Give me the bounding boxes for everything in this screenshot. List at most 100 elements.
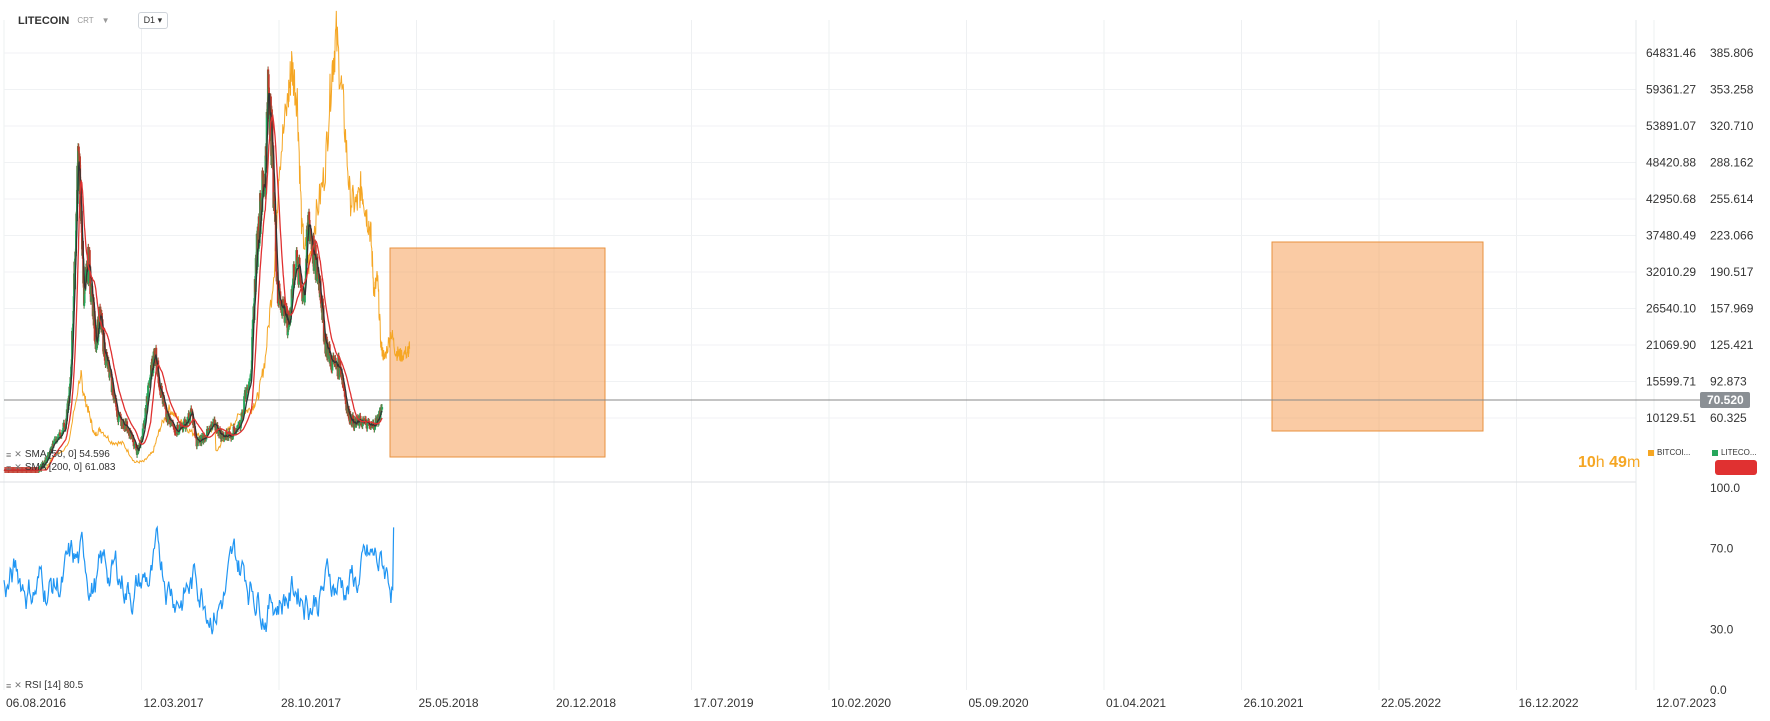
litecoin-candle bbox=[135, 445, 138, 451]
litecoin-candle bbox=[162, 394, 165, 403]
litecoin-candle bbox=[343, 390, 346, 397]
timeframe-select[interactable]: D1 ▾ bbox=[137, 12, 169, 29]
close-icon[interactable]: ✕ bbox=[14, 680, 22, 690]
chart-toolbar: LITECOIN CRT ▼ D1 ▾ bbox=[18, 12, 169, 29]
litecoin-candle bbox=[369, 426, 372, 428]
litecoin-candle bbox=[168, 416, 171, 425]
litecoin-candle bbox=[49, 450, 52, 452]
sma50-line bbox=[4, 93, 383, 471]
x-tick-label: 22.05.2022 bbox=[1381, 696, 1441, 710]
settings-icon[interactable]: ≡ bbox=[6, 449, 12, 460]
litecoin-candle bbox=[251, 320, 254, 329]
y-tick-bitcoin: 32010.29 bbox=[1646, 265, 1696, 279]
litecoin-candle bbox=[223, 437, 226, 440]
litecoin-candle bbox=[53, 439, 56, 442]
litecoin-candle bbox=[180, 425, 183, 427]
litecoin-candle bbox=[247, 388, 250, 391]
litecoin-candle bbox=[177, 432, 180, 434]
litecoin-candle bbox=[275, 251, 278, 272]
chevron-down-icon[interactable]: ▼ bbox=[101, 16, 110, 25]
litecoin-candle bbox=[299, 281, 302, 288]
litecoin-candle bbox=[243, 396, 246, 413]
litecoin-candle bbox=[303, 288, 306, 303]
legend-swatch bbox=[1712, 449, 1718, 456]
litecoin-candle bbox=[184, 419, 187, 423]
rsi-indicator[interactable]: ≡ ✕ RSI [14] 80.5 bbox=[6, 680, 83, 691]
litecoin-candle bbox=[197, 440, 200, 444]
litecoin-candle bbox=[254, 258, 257, 292]
y-tick-litecoin: 288.162 bbox=[1710, 156, 1754, 170]
litecoin-candle bbox=[143, 418, 146, 426]
litecoin-candle bbox=[248, 378, 251, 382]
litecoin-candle bbox=[275, 271, 278, 282]
x-tick-label: 05.09.2020 bbox=[969, 696, 1029, 710]
litecoin-candle bbox=[301, 288, 304, 302]
litecoin-candle bbox=[38, 468, 41, 470]
sma200-indicator[interactable]: ≡ ✕ SMA [200, 0] 61.083 bbox=[6, 462, 115, 473]
litecoin-candle bbox=[115, 406, 118, 411]
current-price-badge bbox=[1700, 392, 1750, 408]
litecoin-candle bbox=[211, 421, 214, 427]
litecoin-candle bbox=[170, 420, 173, 424]
litecoin-candle bbox=[108, 368, 111, 378]
highlight-box-1 bbox=[389, 247, 606, 458]
litecoin-candle bbox=[193, 426, 196, 435]
settings-icon[interactable]: ≡ bbox=[6, 462, 12, 473]
litecoin-candle bbox=[93, 311, 96, 341]
x-tick-label: 28.10.2017 bbox=[281, 696, 341, 710]
y-tick-bitcoin: 26540.10 bbox=[1646, 302, 1696, 316]
chevron-down-icon: ▾ bbox=[157, 15, 163, 25]
legend-swatch bbox=[1648, 449, 1654, 456]
litecoin-candle bbox=[122, 421, 125, 428]
y-tick-litecoin: 320.710 bbox=[1710, 119, 1754, 133]
litecoin-candle bbox=[338, 360, 341, 377]
litecoin-candle bbox=[196, 440, 199, 447]
litecoin-candle bbox=[152, 351, 155, 369]
litecoin-candle bbox=[342, 378, 345, 389]
litecoin-candle bbox=[290, 289, 293, 312]
rsi-line bbox=[3, 525, 395, 635]
rsi-panel bbox=[3, 525, 395, 635]
litecoin-candle bbox=[309, 228, 312, 239]
litecoin-candle bbox=[304, 278, 307, 288]
x-tick-label: 01.04.2021 bbox=[1106, 696, 1166, 710]
status-badge[interactable] bbox=[1715, 460, 1757, 475]
x-tick-label: 06.08.2016 bbox=[6, 696, 66, 710]
litecoin-candle bbox=[88, 250, 91, 267]
legend-litecoin[interactable]: LITECO... bbox=[1712, 448, 1757, 457]
litecoin-candle bbox=[145, 396, 148, 411]
symbol-name[interactable]: LITECOIN bbox=[18, 14, 70, 27]
litecoin-candle bbox=[221, 433, 224, 439]
close-icon[interactable]: ✕ bbox=[14, 462, 22, 472]
litecoin-candle bbox=[57, 437, 60, 439]
litecoin-candle bbox=[48, 454, 51, 456]
x-tick-label: 26.10.2021 bbox=[1244, 696, 1304, 710]
y-tick-bitcoin: 64831.46 bbox=[1646, 46, 1696, 60]
litecoin-candle bbox=[203, 435, 206, 440]
sma50-label: SMA [50, 0] 54.596 bbox=[24, 449, 110, 460]
litecoin-candle bbox=[287, 327, 290, 329]
y-tick-bitcoin: 21069.90 bbox=[1646, 338, 1696, 352]
timer-m-unit: m bbox=[1626, 454, 1641, 471]
litecoin-candle bbox=[207, 430, 210, 432]
litecoin-candle bbox=[381, 407, 384, 410]
litecoin-candle bbox=[322, 322, 325, 342]
close-icon[interactable]: ✕ bbox=[14, 449, 22, 459]
litecoin-candle bbox=[276, 278, 279, 285]
litecoin-candle bbox=[210, 424, 213, 428]
litecoin-candle bbox=[60, 432, 63, 436]
settings-icon[interactable]: ≡ bbox=[6, 680, 12, 691]
litecoin-candle bbox=[207, 428, 210, 431]
litecoin-candle bbox=[282, 299, 285, 306]
litecoin-candle bbox=[362, 419, 365, 422]
litecoin-candle bbox=[249, 373, 252, 379]
legend-bitcoin[interactable]: BITCOI... bbox=[1648, 448, 1690, 457]
litecoin-candle bbox=[332, 355, 335, 362]
rsi-tick-label: 30.0 bbox=[1710, 622, 1734, 636]
sma50-indicator[interactable]: ≡ ✕ SMA [50, 0] 54.596 bbox=[6, 449, 110, 460]
litecoin-candle bbox=[251, 337, 254, 361]
sma200-line bbox=[4, 114, 383, 471]
litecoin-candle bbox=[159, 394, 162, 396]
litecoin-candle bbox=[89, 266, 92, 295]
litecoin-candle bbox=[104, 363, 107, 365]
